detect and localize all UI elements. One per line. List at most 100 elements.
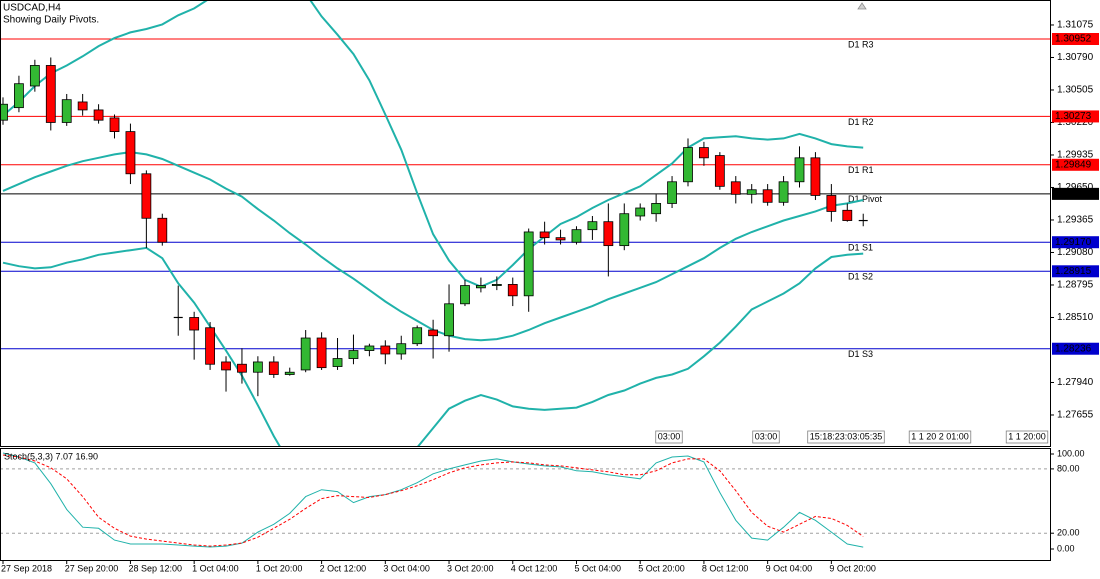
pivot-name: D1 S2 [848, 272, 873, 282]
candle-body [555, 237, 566, 241]
time-mark: 03:00 [658, 431, 681, 441]
x-tick-label: 27 Sep 20:00 [65, 563, 119, 573]
candle-body [539, 231, 550, 239]
time-mark-box [655, 430, 683, 444]
time-mark-box [908, 430, 972, 444]
candle-body [252, 361, 263, 373]
x-tick-label: 27 Sep 2018 [1, 563, 52, 573]
candle-body [14, 83, 24, 109]
chart-subtitle: Showing Daily Pivots. [3, 15, 99, 26]
candle-body [603, 221, 614, 247]
stochastic-line [2, 454, 864, 547]
pivot-price-label: 1.30952 [1055, 34, 1092, 45]
pivot-price-box [1052, 265, 1099, 278]
candle-body [364, 345, 375, 351]
candle-body [587, 221, 598, 231]
candle-body [93, 109, 104, 121]
x-tick-label: 3 Oct 04:00 [383, 563, 430, 573]
candle-body [348, 350, 359, 359]
candle-body [810, 157, 821, 196]
pivot-price-label: 1.29594 [1055, 189, 1092, 200]
stochastic-title: Stoch(5,3,3) 7.07 16.90 [4, 451, 98, 461]
candle-body [444, 303, 454, 337]
pivot-price-box [1052, 187, 1099, 200]
x-tick-label: 5 Oct 20:00 [638, 563, 685, 573]
candle-body [268, 361, 279, 375]
x-tick-label: 2 Oct 12:00 [320, 563, 367, 573]
candle-body [205, 327, 215, 365]
price-plot: D1 R3 D1 R2 D1 R1 D1 Pivot D1 S1 D1 S2 D1 S3 [0, 0, 1050, 446]
candle-body [746, 189, 757, 195]
candle-body [45, 65, 56, 123]
x-tick-label: 1 Oct 20:00 [256, 563, 303, 573]
x-tick-label: 9 Oct 20:00 [829, 563, 876, 573]
candle-body [619, 213, 630, 247]
candle-body [412, 327, 423, 345]
band-upper [2, 0, 864, 288]
stochastic-frame [0, 448, 1051, 561]
candle-body [491, 284, 502, 286]
stoch-tick-label: 20.00 [1057, 528, 1080, 538]
pivot-name: D1 Pivot [848, 194, 883, 204]
candle-body [237, 363, 247, 373]
candle-body [332, 358, 343, 367]
x-tick-label: 28 Sep 12:00 [128, 563, 182, 573]
y-tick-label: 1.29650 [1057, 182, 1094, 193]
pivot-price-label: 1.30273 [1055, 111, 1092, 122]
y-tick-label: 1.30220 [1057, 117, 1094, 128]
time-mark-box [752, 430, 780, 444]
candle-body [762, 189, 773, 203]
candle-body [826, 195, 837, 212]
candle-body [667, 181, 677, 204]
candle-body [730, 181, 741, 195]
x-tick-label: 5 Oct 04:00 [574, 563, 621, 573]
candle-body [61, 99, 72, 123]
time-mark: 03:00 [755, 431, 778, 441]
candle-body [396, 343, 407, 355]
candle-body [157, 217, 168, 243]
pivot-name: D1 R2 [848, 117, 874, 127]
candle-body [77, 101, 88, 111]
pivot-price-label: 1.28915 [1055, 266, 1092, 277]
x-tick-label: 8 Oct 12:00 [702, 563, 749, 573]
stoch-tick-label: 0.00 [1057, 543, 1075, 553]
candle-body [778, 181, 789, 203]
x-tick-label: 9 Oct 04:00 [766, 563, 813, 573]
y-tick-label: 1.28510 [1057, 312, 1094, 323]
candle-body [475, 285, 486, 289]
stoch-tick-label: 80.00 [1057, 463, 1080, 473]
candle-body [794, 157, 805, 183]
time-mark: 1 1 20:00 [1008, 431, 1046, 441]
axes: 1.31075 1.30790 1.30505 1.30220 1.29935 1.296… [1, 20, 1099, 573]
candle-body [523, 231, 534, 297]
pivot-price-box [1052, 110, 1099, 123]
pivot-price-box [1052, 342, 1099, 355]
candle-body [507, 284, 518, 297]
candle-body [141, 173, 152, 219]
x-tick-label: 3 Oct 20:00 [447, 563, 494, 573]
candle-body [635, 207, 646, 217]
y-tick-label: 1.30505 [1057, 85, 1094, 96]
scroll-arrow-icon[interactable] [857, 2, 867, 10]
y-tick-label: 1.28795 [1057, 280, 1094, 291]
candle-body [380, 345, 391, 355]
y-tick-label: 1.30790 [1057, 52, 1094, 63]
candle-body [651, 203, 662, 215]
y-tick-label: 1.29080 [1057, 247, 1094, 258]
y-tick-label: 1.27940 [1057, 377, 1094, 388]
candle-body [0, 103, 8, 121]
pivot-price-box [1052, 158, 1099, 171]
stochastic-line [2, 452, 864, 548]
candle-body [571, 229, 582, 243]
pivot-name: D1 S3 [848, 349, 873, 359]
candle-body [300, 337, 311, 371]
y-tick-label: 1.29365 [1057, 215, 1094, 226]
x-tick-label: 1 Oct 04:00 [192, 563, 239, 573]
chart-title: USDCAD,H4 [3, 3, 61, 14]
y-tick-label: 1.29935 [1057, 150, 1094, 161]
x-tick-label: 4 Oct 12:00 [511, 563, 558, 573]
pivot-name: D1 S1 [848, 243, 873, 253]
